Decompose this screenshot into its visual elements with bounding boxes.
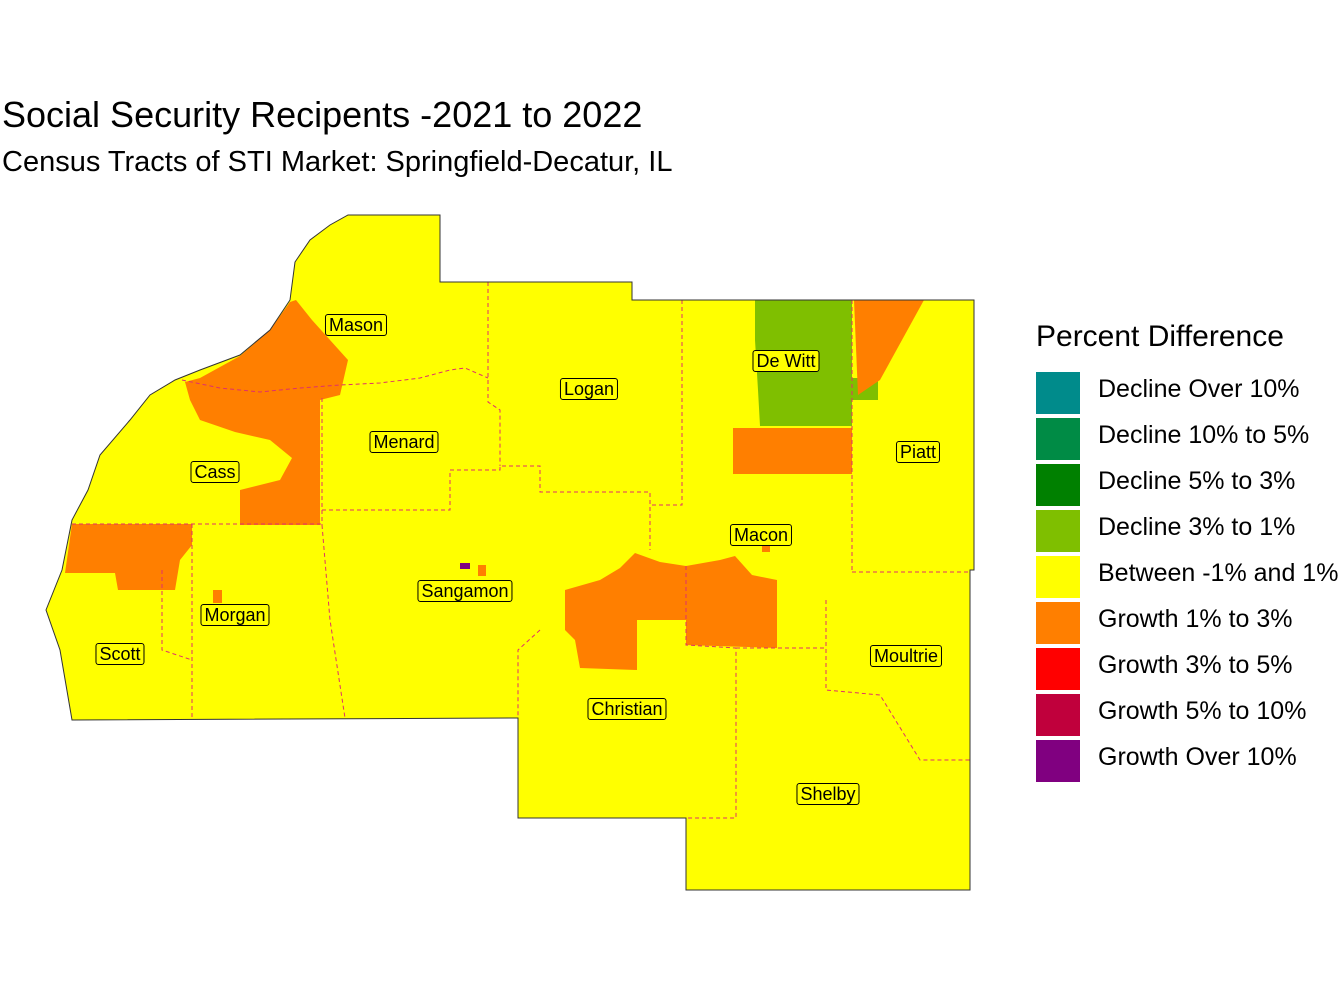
legend-swatch — [1036, 418, 1080, 460]
region-macon-north-growth — [733, 428, 852, 474]
region-cass-morgan-growth — [65, 524, 192, 590]
region-sangamon-christian-growth — [565, 553, 686, 670]
legend-item: Between -1% and 1% — [1036, 552, 1338, 598]
county-label-macon: Macon — [729, 524, 793, 546]
legend-item: Growth 3% to 5% — [1036, 644, 1293, 690]
county-label-moultrie: Moultrie — [869, 645, 943, 667]
legend-item: Growth 1% to 3% — [1036, 598, 1293, 644]
county-label-piatt: Piatt — [895, 441, 941, 463]
county-label-christian: Christian — [587, 698, 667, 720]
county-label-menard: Menard — [369, 431, 439, 453]
legend: Percent Difference Decline Over 10% Decli… — [1036, 320, 1338, 782]
legend-swatch — [1036, 510, 1080, 552]
county-label-morgan: Morgan — [200, 604, 270, 626]
county-label-shelby: Shelby — [796, 783, 860, 805]
legend-label: Decline 10% to 5% — [1098, 421, 1310, 449]
legend-label: Decline 5% to 3% — [1098, 467, 1296, 495]
legend-label: Growth Over 10% — [1098, 743, 1297, 771]
legend-label: Growth 5% to 10% — [1098, 697, 1307, 725]
legend-swatch — [1036, 372, 1080, 414]
legend-title: Percent Difference — [1036, 320, 1284, 353]
county-label-mason: Mason — [324, 314, 388, 336]
legend-label: Growth 1% to 3% — [1098, 605, 1293, 633]
legend-swatch — [1036, 648, 1080, 690]
legend-label: Between -1% and 1% — [1098, 559, 1339, 587]
legend-item: Decline Over 10% — [1036, 368, 1299, 414]
legend-item: Decline 5% to 3% — [1036, 460, 1295, 506]
legend-item: Decline 10% to 5% — [1036, 414, 1309, 460]
legend-swatch — [1036, 556, 1080, 598]
legend-swatch — [1036, 464, 1080, 506]
legend-item: Growth 5% to 10% — [1036, 690, 1306, 736]
region-small-tract-macon — [762, 544, 770, 552]
map-subtitle: Census Tracts of STI Market: Springfield… — [2, 146, 673, 178]
county-label-dewitt: De Witt — [752, 350, 820, 372]
region-macon-south-growth — [686, 556, 777, 648]
map-title: Social Security Recipents -2021 to 2022 — [2, 94, 643, 135]
county-boundaries — [72, 282, 970, 819]
region-small-tract-morgan — [213, 590, 222, 603]
legend-swatch — [1036, 602, 1080, 644]
county-label-sangamon: Sangamon — [417, 580, 513, 602]
region-mason-cass-growth — [185, 300, 348, 525]
region-northeast-growth — [854, 300, 924, 395]
legend-swatch — [1036, 740, 1080, 782]
legend-items: Decline Over 10% Decline 10% to 5% Decline… — [1036, 368, 1338, 782]
legend-swatch — [1036, 694, 1080, 736]
legend-item: Growth Over 10% — [1036, 736, 1297, 782]
region-sangamon-growth-over-10 — [460, 563, 470, 569]
county-label-logan: Logan — [559, 378, 619, 400]
county-label-cass: Cass — [190, 461, 240, 483]
legend-label: Decline 3% to 1% — [1098, 513, 1296, 541]
county-label-scott: Scott — [95, 643, 145, 665]
region-small-tract-sangamon — [478, 565, 486, 576]
legend-label: Decline Over 10% — [1098, 375, 1300, 403]
map-outline — [45, 214, 975, 891]
legend-item: Decline 3% to 1% — [1036, 506, 1295, 552]
legend-label: Growth 3% to 5% — [1098, 651, 1293, 679]
